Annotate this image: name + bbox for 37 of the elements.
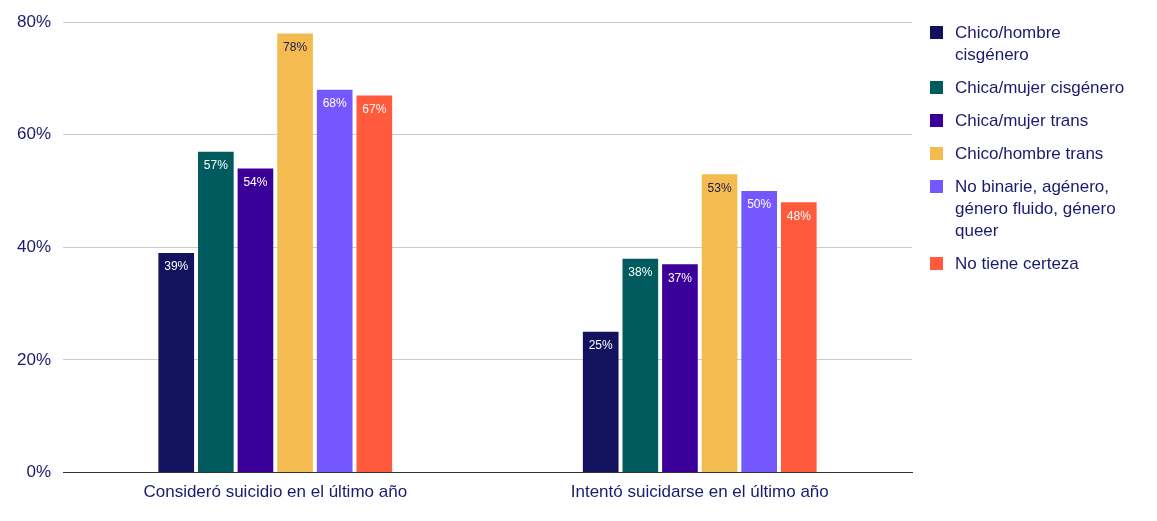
data-label: 68%	[322, 96, 348, 111]
data-label: 53%	[707, 180, 732, 195]
x-tick-label: Consideró suicidio en el último año	[143, 482, 408, 502]
legend-label: Chica/mujer trans	[955, 110, 1089, 132]
data-label: 78%	[283, 39, 308, 54]
bar	[582, 331, 619, 473]
bar	[356, 95, 393, 473]
data-label: 67%	[362, 101, 387, 116]
bar	[741, 191, 778, 473]
legend-label: Chico/hombre cisgénero	[955, 22, 1062, 66]
bar	[662, 264, 698, 473]
legend-label: No binarie, agénero, género fluido, género queer	[955, 176, 1117, 242]
bar	[237, 168, 274, 473]
data-label: 48%	[786, 208, 812, 223]
legend-label: Chica/mujer cisgénero	[955, 77, 1125, 99]
x-tick-label: Intentó suicidarse en el último año	[570, 482, 829, 502]
bar	[158, 253, 195, 473]
data-label: 57%	[203, 158, 229, 172]
data-label: 37%	[667, 270, 693, 285]
bar	[277, 33, 313, 473]
y-tick-label: 60%	[16, 124, 52, 144]
bar	[701, 174, 738, 473]
legend-label: Chico/hombre trans	[955, 143, 1104, 165]
data-label: 50%	[747, 197, 772, 212]
y-tick-label: 80%	[16, 11, 52, 31]
bar	[622, 258, 659, 473]
y-tick-label: 40%	[16, 237, 52, 257]
data-label: 39%	[164, 259, 189, 274]
bar	[780, 202, 817, 473]
bar	[316, 89, 353, 473]
data-label: 54%	[243, 174, 268, 189]
y-tick-label: 0%	[26, 462, 52, 482]
y-tick-label: 20%	[16, 349, 52, 369]
legend-label: No tiene certeza	[955, 253, 1079, 275]
data-label: 25%	[588, 338, 614, 353]
bar	[198, 151, 234, 473]
data-label: 38%	[628, 264, 653, 279]
